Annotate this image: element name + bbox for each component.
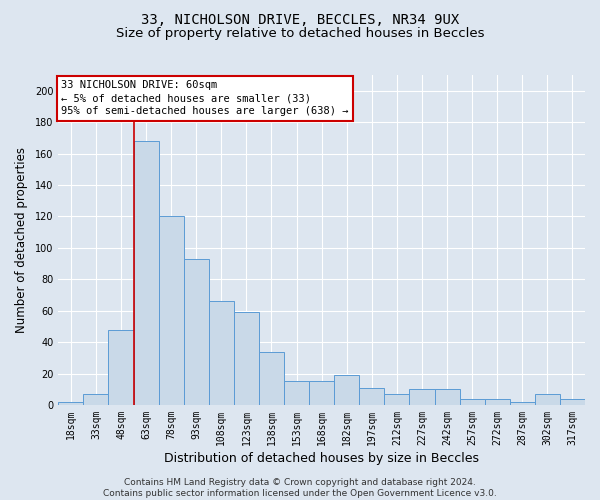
Text: Size of property relative to detached houses in Beccles: Size of property relative to detached ho… [116, 28, 484, 40]
Bar [485, 398, 510, 405]
Bar [510, 402, 535, 405]
Bar [535, 394, 560, 405]
Text: 33 NICHOLSON DRIVE: 60sqm
← 5% of detached houses are smaller (33)
95% of semi-d: 33 NICHOLSON DRIVE: 60sqm ← 5% of detach… [61, 80, 349, 116]
Text: 33, NICHOLSON DRIVE, BECCLES, NR34 9UX: 33, NICHOLSON DRIVE, BECCLES, NR34 9UX [141, 12, 459, 26]
Bar [334, 375, 359, 405]
Bar [560, 398, 585, 405]
Bar [134, 141, 158, 405]
Bar [359, 388, 385, 405]
Bar [184, 259, 209, 405]
Bar [158, 216, 184, 405]
Bar [83, 394, 109, 405]
X-axis label: Distribution of detached houses by size in Beccles: Distribution of detached houses by size … [164, 452, 479, 465]
Bar [460, 398, 485, 405]
Bar [58, 402, 83, 405]
Bar [109, 330, 134, 405]
Bar [434, 389, 460, 405]
Bar [234, 312, 259, 405]
Bar [385, 394, 409, 405]
Bar [209, 301, 234, 405]
Y-axis label: Number of detached properties: Number of detached properties [15, 147, 28, 333]
Bar [409, 389, 434, 405]
Text: Contains HM Land Registry data © Crown copyright and database right 2024.
Contai: Contains HM Land Registry data © Crown c… [103, 478, 497, 498]
Bar [284, 382, 309, 405]
Bar [309, 382, 334, 405]
Bar [259, 352, 284, 405]
